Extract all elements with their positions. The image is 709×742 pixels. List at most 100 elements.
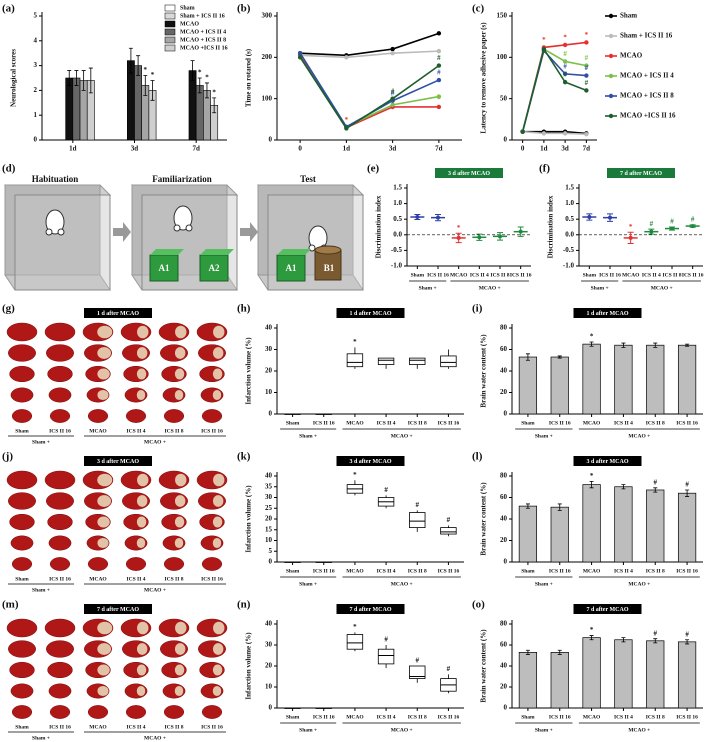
- bar: [550, 651, 569, 709]
- error-bar: [557, 355, 562, 359]
- y-tick-label: 1.5: [565, 184, 574, 192]
- point: [584, 88, 589, 93]
- group-label: MCAO +: [391, 727, 413, 733]
- y-tick-label: 0.5: [393, 215, 402, 223]
- y-tick-label: 100: [497, 53, 508, 61]
- bar: [550, 506, 569, 563]
- section-title: 1 d after MCAO: [97, 311, 139, 317]
- y-axis-label: Time on rotarod (s): [245, 48, 253, 107]
- point: [608, 215, 612, 220]
- bar: [65, 77, 74, 141]
- mouse-ear: [173, 224, 181, 232]
- y-tick-label: 80: [500, 620, 508, 628]
- point: [436, 94, 442, 99]
- brain-slice: [47, 365, 73, 383]
- legend-swatch: [164, 28, 176, 36]
- brain-slice: [6, 470, 38, 490]
- bar: [195, 85, 204, 141]
- y-tick-label: 80: [500, 324, 508, 332]
- legend-swatch: [164, 4, 176, 12]
- bar: [646, 489, 665, 563]
- infarct: [174, 389, 184, 401]
- x-tick-label: ICS II 16: [599, 272, 621, 278]
- x-tick-label: ICS II 8: [408, 714, 427, 720]
- cube: [149, 254, 179, 282]
- legend-label: MCAO + ICS II 4: [620, 72, 674, 80]
- infarct: [136, 495, 148, 507]
- y-tick-label: 20: [500, 683, 508, 691]
- y-tick-label: 2: [34, 86, 38, 94]
- x-tick-label: ICS II 8: [408, 568, 427, 574]
- point: [436, 63, 442, 68]
- infarct: [175, 473, 187, 487]
- x-tick-label: ICS II 8: [408, 420, 427, 426]
- y-tick-label: -0.5: [563, 246, 575, 254]
- point: [477, 235, 482, 240]
- chart-title: 3 d after MCAO: [586, 459, 628, 465]
- group-label: MCAO +: [144, 587, 166, 593]
- box: [377, 357, 395, 365]
- panel-label: (l): [472, 451, 483, 463]
- arrow: [240, 222, 258, 242]
- panel-label: (e): [367, 163, 380, 175]
- x-tick-label: Sham: [521, 420, 535, 426]
- box: [440, 355, 457, 368]
- error-bar: [204, 82, 209, 99]
- section-title: 7 d after MCAO: [97, 607, 139, 613]
- point: [541, 131, 547, 136]
- x-tick-label: Sham: [521, 568, 535, 574]
- x-tick-label: ICS II 16: [313, 568, 335, 574]
- bar: [582, 484, 601, 563]
- infarct: [174, 643, 186, 655]
- group-label: Sham +: [32, 439, 50, 445]
- infarct: [174, 347, 186, 359]
- legend-label: Sham: [180, 5, 195, 11]
- error-bar: [589, 341, 594, 347]
- panel-label: (d): [2, 163, 16, 175]
- error-bar: [74, 70, 79, 86]
- x-tick-label: ICS II 8: [646, 568, 665, 574]
- annotation: *: [144, 66, 148, 74]
- brain-slice: [49, 705, 71, 719]
- brain-slice: [46, 492, 74, 510]
- object-label: A1: [159, 263, 170, 273]
- infarct: [174, 516, 185, 528]
- x-tick-label: Sham: [521, 714, 535, 720]
- x-tick-label: ICS II 4: [377, 568, 396, 574]
- chart-title: 3 d after MCAO: [448, 171, 490, 177]
- line: [522, 130, 587, 136]
- point: [562, 79, 568, 85]
- chart-title: 7 d after MCAO: [620, 171, 662, 177]
- legend-swatch: [164, 36, 176, 44]
- point: [436, 215, 440, 220]
- annotation: #: [391, 87, 395, 95]
- brain-slice: [10, 387, 34, 403]
- infarct: [97, 685, 109, 697]
- infarct: [97, 473, 113, 487]
- y-tick-label: 0: [504, 558, 508, 566]
- infarct: [136, 347, 148, 359]
- y-tick-label: 20: [265, 515, 273, 523]
- section-label: MCAO: [89, 576, 107, 582]
- x-tick-label: 1d: [343, 145, 351, 153]
- brain-slice: [8, 640, 36, 658]
- annotation: #: [391, 89, 395, 97]
- x-tick-label: Sham: [583, 272, 597, 278]
- point: [456, 235, 461, 240]
- x-tick-label: ICS II 4: [470, 272, 489, 278]
- infarct: [212, 495, 224, 507]
- y-tick-label: 0: [269, 704, 273, 712]
- bar: [582, 343, 601, 415]
- annotation: *: [590, 472, 594, 480]
- point: [690, 224, 695, 229]
- error-bar: [589, 635, 594, 641]
- infarct: [136, 368, 147, 380]
- infarct: [212, 347, 224, 359]
- point: [344, 55, 349, 60]
- annotation: #: [654, 629, 658, 637]
- line: [300, 32, 440, 57]
- brain-slice: [46, 344, 74, 362]
- group-label: MCAO +: [144, 439, 166, 445]
- y-tick-label: 300: [262, 12, 273, 20]
- error-bar: [525, 353, 530, 361]
